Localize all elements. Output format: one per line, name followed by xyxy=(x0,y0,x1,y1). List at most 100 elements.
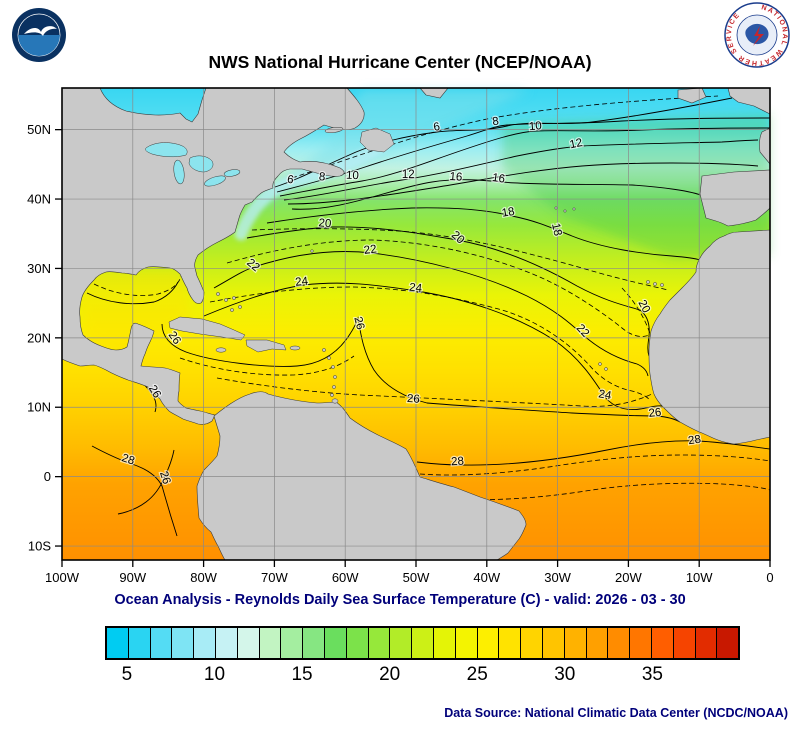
colorbar-tick-label: 35 xyxy=(641,664,663,685)
colorbar-cell xyxy=(128,628,151,658)
colorbar-cell xyxy=(608,628,631,658)
colorbar-cell xyxy=(651,628,674,658)
colorbar-cell xyxy=(433,628,456,658)
x-axis: 100W 90W 80W 70W 60W 50W 40W 30W 20W 10W 0 xyxy=(45,560,774,585)
colorbar-cell xyxy=(368,628,391,658)
contour-label: 20 xyxy=(318,217,332,230)
colorbar-cell xyxy=(194,628,216,658)
contour-label: 18 xyxy=(501,206,516,220)
island-jamaica xyxy=(215,347,227,353)
land-iberia xyxy=(699,169,771,227)
islands-cape-verde xyxy=(598,362,608,371)
y-axis-label: 20N xyxy=(27,330,51,345)
colorbar-cell xyxy=(542,628,565,658)
land-france xyxy=(759,127,771,165)
landmasses xyxy=(61,87,771,561)
colorbar-cell xyxy=(717,628,739,658)
contour-label: 22 xyxy=(363,243,377,257)
island-hispaniola xyxy=(245,339,287,353)
isotherm-dashed xyxy=(226,239,653,337)
colorbar xyxy=(105,626,740,660)
nws-emblem-icon: NATIONAL WEATHER SERVICE xyxy=(724,2,790,68)
isotherm-24 xyxy=(203,282,663,410)
island-puerto-rico xyxy=(289,345,301,351)
x-axis-label: 30W xyxy=(544,570,571,585)
x-axis-label: 100W xyxy=(45,570,80,585)
isotherm-dashed xyxy=(216,377,653,407)
colorbar-cell xyxy=(237,628,260,658)
colorbar-tick-label: 15 xyxy=(291,664,313,685)
contour-label: 24 xyxy=(598,388,613,402)
colorbar-cell xyxy=(477,628,500,658)
islands-lesser-antilles xyxy=(322,348,339,404)
colorbar-cell xyxy=(259,628,282,658)
page-title: NWS National Hurricane Center (NCEP/NOAA… xyxy=(208,52,592,72)
colorbar-cell xyxy=(521,628,543,658)
isotherm-8 xyxy=(276,117,771,193)
colorbar-labels: 5 10 15 20 25 30 35 xyxy=(105,664,740,690)
isotherm-dashed xyxy=(419,454,771,476)
y-axis-label: 10S xyxy=(28,539,51,554)
noaa-emblem-icon xyxy=(12,8,66,62)
isotherm-dashed xyxy=(93,275,182,296)
y-axis-label: 10N xyxy=(27,400,51,415)
x-axis-label: 80W xyxy=(190,570,217,585)
land-africa xyxy=(648,229,771,445)
isotherm-16 xyxy=(291,179,704,210)
isotherm-dashed xyxy=(441,482,771,500)
contour-label: 10 xyxy=(346,170,359,183)
noaa-logo xyxy=(10,6,68,64)
contour-label: 28 xyxy=(451,455,465,468)
isotherm-lines xyxy=(86,95,771,537)
x-axis-label: 70W xyxy=(261,570,288,585)
isotherm-dashed xyxy=(209,286,651,401)
colorbar-cell xyxy=(630,628,652,658)
island-anticosti xyxy=(324,126,344,134)
contour-label: 12 xyxy=(569,137,584,151)
y-axis-label: 50N xyxy=(27,122,51,137)
contour-label: 6 xyxy=(286,174,294,187)
isotherm-10 xyxy=(279,127,771,197)
contour-label: 28 xyxy=(120,452,136,467)
contour-label: 24 xyxy=(295,275,310,288)
x-axis-label: 10W xyxy=(686,570,713,585)
x-axis-label: 90W xyxy=(119,570,146,585)
x-axis-label: 20W xyxy=(615,570,642,585)
isotherm-12 xyxy=(283,139,759,201)
land-north-america xyxy=(61,87,365,425)
contour-label: 26 xyxy=(648,407,662,420)
great-lakes xyxy=(145,142,241,187)
y-axis-label: 30N xyxy=(27,261,51,276)
colorbar-cell xyxy=(172,628,195,658)
colorbar-tick-label: 25 xyxy=(466,664,488,685)
island-bermuda xyxy=(310,249,314,253)
colorbar-tick-label: 5 xyxy=(121,664,133,685)
colorbar-cell xyxy=(150,628,173,658)
colorbar-tick-label: 10 xyxy=(203,664,226,685)
colorbar-cell xyxy=(107,628,129,658)
contour-label: 28 xyxy=(687,434,701,448)
islands-bahamas xyxy=(216,292,242,312)
colorbar-tick-label: 20 xyxy=(379,664,401,685)
contour-label: 16 xyxy=(491,172,505,186)
colorbar-tick-label: 30 xyxy=(554,664,576,685)
colorbar-cell xyxy=(412,628,434,658)
contour-label: 6 xyxy=(433,121,441,134)
isotherm-18 xyxy=(266,207,701,261)
contour-label: 10 xyxy=(528,120,542,133)
isotherm-dashed xyxy=(179,355,355,376)
isotherm-dashed xyxy=(291,95,719,179)
isotherm-28 xyxy=(416,440,771,466)
contour-label: 12 xyxy=(402,169,415,181)
colorbar-cell xyxy=(390,628,413,658)
isotherm-28-pacific xyxy=(91,445,178,537)
data-source: Data Source: National Climatic Data Cent… xyxy=(444,706,788,720)
contour-label: 8 xyxy=(492,115,500,128)
map-subtitle: Ocean Analysis - Reynolds Daily Sea Surf… xyxy=(114,592,686,608)
nws-logo: NATIONAL WEATHER SERVICE xyxy=(724,2,790,68)
colorbar-cell xyxy=(673,628,696,658)
colorbar-cell xyxy=(586,628,609,658)
graticule xyxy=(62,88,770,560)
